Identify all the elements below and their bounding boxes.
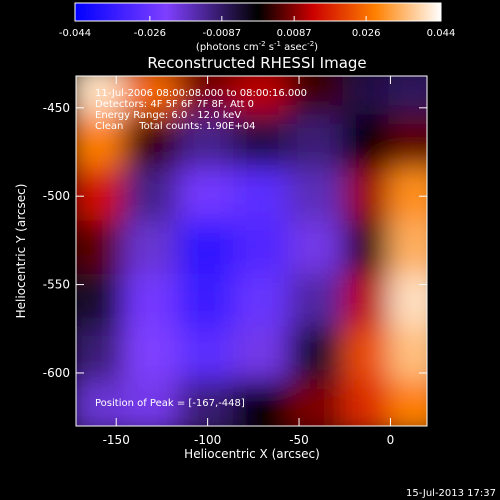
heatmap-cell — [76, 220, 128, 278]
plot-frame — [75, 75, 428, 427]
heatmap-cell — [76, 379, 128, 426]
x-tick-label: -100 — [194, 433, 221, 447]
colorbar-tick-label: 0.044 — [427, 28, 456, 39]
heatmap-cell — [233, 167, 292, 225]
heatmap-cell — [178, 326, 238, 384]
y-tick-label: -550 — [43, 278, 70, 292]
x-tick-label: -50 — [289, 433, 309, 447]
colorbar-tick-label: 0.026 — [352, 28, 381, 39]
heatmap-cell — [76, 326, 128, 384]
heatmap-cell — [287, 273, 347, 331]
colorbar-tick-label: -0.044 — [59, 28, 91, 39]
heatmap-cell — [388, 326, 427, 384]
heatmap-cell — [388, 167, 427, 225]
annotations: 11-Jul-2006 08:00:08.000 to 08:00:16.000… — [95, 88, 307, 409]
heatmap-cell — [123, 220, 183, 278]
annotation-time-range: 11-Jul-2006 08:00:08.000 to 08:00:16.000 — [95, 88, 307, 99]
heatmap-cell — [123, 379, 183, 426]
heatmap-cell — [178, 114, 238, 172]
heatmap-cell — [76, 273, 128, 331]
heatmap-cell — [287, 167, 347, 225]
colorbar-unit-label: (photons cm-2 s-1 asec-2) — [196, 40, 318, 53]
x-axis-label: Heliocentric X (arcsec) — [184, 447, 320, 461]
x-tick-label: -150 — [103, 433, 130, 447]
heatmap-cell — [233, 379, 292, 426]
annotation-clean-counts: Clean Total counts: 1.90E+04 — [95, 121, 255, 132]
heatmap-cell — [287, 326, 347, 384]
heatmap-cell — [388, 114, 427, 172]
x-axis: -150 -100 -50 0 — [103, 76, 395, 447]
annotation-detectors: Detectors: 4F 5F 6F 7F 8F, Att 0 — [95, 99, 254, 110]
heatmap-cell — [388, 379, 427, 426]
heatmap-cell — [388, 220, 427, 278]
heatmap-cell — [178, 220, 238, 278]
heatmap-cell — [233, 114, 292, 172]
colorbar-gradient — [74, 2, 442, 22]
heatmap-cell — [287, 114, 347, 172]
y-tick-label: -600 — [43, 366, 70, 380]
annotation-energy-range: Energy Range: 6.0 - 12.0 keV — [95, 110, 241, 121]
heatmap-cell — [123, 326, 183, 384]
heatmap-cell — [76, 76, 128, 119]
colorbar-ticks: -0.044 -0.026 -0.0087 0.0087 0.026 0.044 — [59, 16, 455, 39]
heatmap-cell — [123, 273, 183, 331]
heatmap-cell — [388, 273, 427, 331]
colorbar-tick-label: -0.026 — [134, 28, 166, 39]
heatmap-cell — [76, 114, 128, 172]
heatmap-cell — [123, 114, 183, 172]
annotation-peak-position: Position of Peak = [-167,-448] — [95, 398, 245, 409]
heatmap-cell — [178, 273, 238, 331]
y-axis-label: Heliocentric Y (arcsec) — [14, 184, 28, 319]
y-tick-label: -450 — [43, 101, 70, 115]
heatmap-cell — [287, 220, 347, 278]
heatmap-cell — [287, 379, 347, 426]
heatmap-cell — [388, 76, 427, 119]
y-axis: -450 -500 -550 -600 — [43, 101, 427, 380]
heatmap-cell — [76, 167, 128, 225]
chart-title: Reconstructed RHESSI Image — [147, 54, 366, 72]
heatmap-image — [76, 76, 427, 426]
heatmap-cell — [287, 76, 347, 119]
heatmap-cell — [123, 167, 183, 225]
heatmap-cell — [123, 76, 183, 119]
colorbar-tick-label: -0.0087 — [203, 28, 242, 39]
plot-timestamp: 15-Jul-2013 17:37 — [406, 488, 496, 499]
heatmap-cell — [233, 76, 292, 119]
y-tick-label: -500 — [43, 189, 70, 203]
heatmap-cell — [233, 220, 292, 278]
heatmap-cell — [233, 326, 292, 384]
colorbar-tick-label: 0.0087 — [277, 28, 312, 39]
colorbar: -0.044 -0.026 -0.0087 0.0087 0.026 0.044 (pho… — [59, 2, 455, 53]
x-tick-label: 0 — [387, 433, 395, 447]
heatmap-cell — [178, 167, 238, 225]
heatmap-cell — [233, 273, 292, 331]
